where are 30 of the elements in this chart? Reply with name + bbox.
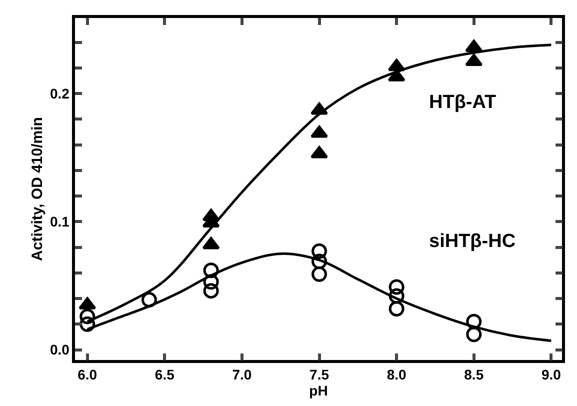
- point: [388, 301, 404, 317]
- point: [80, 308, 96, 324]
- point: [203, 262, 219, 278]
- y-tick-label: 0.1: [50, 214, 70, 230]
- point: [465, 54, 483, 66]
- point: [388, 279, 404, 295]
- point: [202, 236, 220, 250]
- annotation: siHTβ-HC: [429, 231, 516, 252]
- y-tick-label: 0.0: [50, 342, 70, 358]
- annotation: HTβ-AT: [429, 92, 497, 113]
- point: [80, 316, 96, 332]
- x-tick-label: 8.5: [464, 366, 484, 383]
- x-tick-label: 6.5: [154, 366, 175, 383]
- x-tick-label: 7.5: [310, 366, 330, 383]
- point: [203, 274, 219, 290]
- x-axis-title: pH: [309, 382, 328, 399]
- point: [312, 243, 328, 259]
- y-tick-label: 0.2: [50, 85, 70, 102]
- y-axis-title: Activity, OD 410/min: [29, 117, 46, 261]
- point: [466, 326, 482, 342]
- point: [312, 254, 328, 270]
- point: [466, 314, 482, 330]
- x-tick-label: 9.0: [541, 366, 562, 383]
- x-tick-label: 7.0: [232, 366, 252, 383]
- point: [203, 283, 219, 299]
- x-tick-label: 6.0: [78, 366, 98, 383]
- point: [312, 266, 328, 282]
- point: [388, 288, 404, 304]
- point: [141, 292, 157, 308]
- x-tick-label: 8.0: [386, 366, 407, 383]
